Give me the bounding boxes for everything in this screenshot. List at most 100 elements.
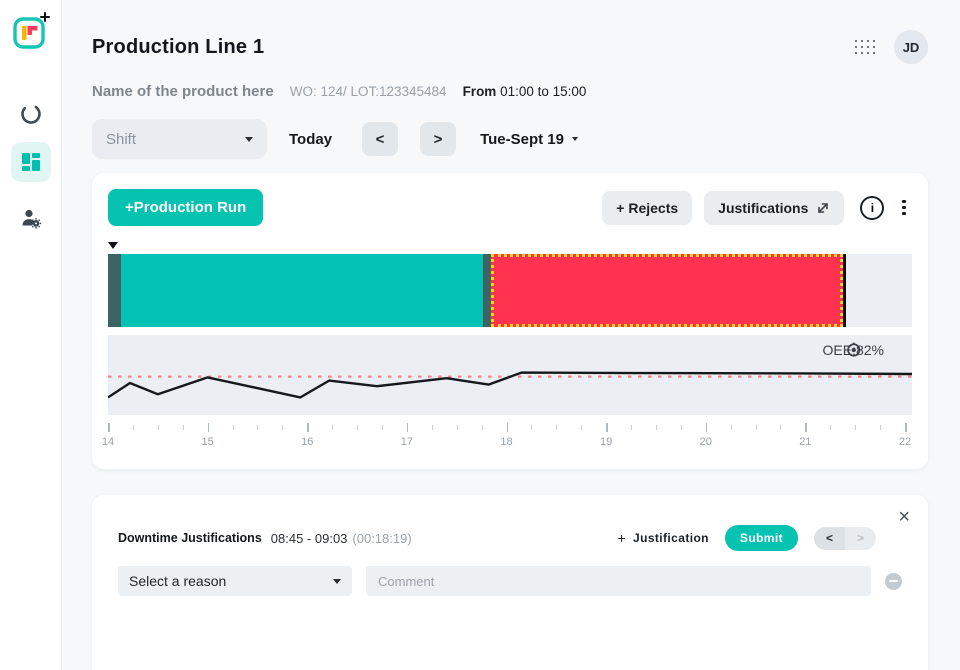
dashboard-icon	[21, 153, 40, 171]
axis-minor-tick	[282, 425, 284, 430]
add-production-run-button[interactable]: +Production Run	[108, 189, 264, 226]
axis-major-tick	[207, 423, 210, 432]
axis-tick-label: 22	[898, 436, 912, 448]
oee-series-line	[108, 373, 912, 398]
downtime-duration: (00:18:19)	[352, 530, 412, 546]
add-justification-button[interactable]: + Justification	[617, 530, 708, 546]
axis-major-tick	[108, 423, 110, 432]
comment-input[interactable]	[366, 566, 871, 596]
justifications-header: Downtime Justifications 08:45 - 09:03 (0…	[118, 525, 902, 551]
axis-tick-label: 21	[799, 436, 812, 448]
refresh-icon[interactable]	[11, 94, 51, 134]
axis-major-tick	[705, 423, 708, 432]
axis-major-tick	[905, 423, 907, 432]
axis-minor-tick	[880, 425, 882, 430]
axis-minor-tick	[755, 425, 757, 430]
timeline-segment-downtime-selected[interactable]	[490, 254, 844, 327]
shift-select-value: Shift	[106, 130, 137, 148]
chevron-down-icon	[245, 136, 253, 142]
justification-form-row: Select a reason	[118, 566, 902, 596]
production-chart-card: +Production Run + Rejects Justifications…	[92, 173, 928, 469]
downtime-time-range: 08:45 - 09:03	[270, 530, 348, 546]
axis-minor-tick	[830, 425, 832, 430]
add-justification-label: Justification	[633, 531, 709, 545]
axis-major-tick	[805, 423, 807, 432]
info-icon[interactable]: i	[860, 195, 885, 220]
axis-minor-tick	[357, 425, 359, 430]
axis-tick-label: 16	[301, 436, 314, 448]
axis-major-tick	[406, 423, 409, 432]
previous-day-button[interactable]: <	[362, 122, 399, 156]
justifications-button[interactable]: Justifications	[704, 190, 845, 225]
user-settings-icon[interactable]	[11, 198, 51, 238]
timeline-segment-changeover-start[interactable]	[108, 254, 122, 327]
target-icon	[846, 342, 860, 357]
sidebar-item-dashboard[interactable]	[10, 142, 51, 182]
next-day-button[interactable]: >	[420, 122, 457, 156]
subheader: Name of the product here WO: 124/ LOT:12…	[92, 83, 928, 100]
axis-minor-tick	[780, 425, 782, 430]
oee-line-chart: OEE:82%	[108, 335, 912, 415]
axis-minor-tick	[431, 425, 433, 430]
app-grid-icon[interactable]	[854, 39, 876, 55]
remove-row-icon[interactable]	[885, 572, 902, 590]
chevron-down-icon	[333, 578, 341, 584]
axis-tick-label: 18	[500, 436, 513, 448]
axis-tick-label: 17	[400, 436, 413, 448]
axis-tick-label: 15	[201, 436, 214, 448]
axis-minor-tick	[855, 425, 857, 430]
close-icon[interactable]: ×	[898, 506, 910, 528]
shift-time-range: From 01:00 to 15:00	[463, 84, 587, 99]
sidebar	[0, 0, 62, 670]
axis-minor-tick	[581, 425, 583, 430]
axis-minor-tick	[655, 425, 657, 430]
plus-icon: +	[617, 530, 627, 546]
date-select-value: Tue-Sept 19	[480, 130, 564, 148]
axis-minor-tick	[481, 425, 483, 430]
filter-bar: Shift Today < > Tue-Sept 19	[92, 119, 928, 159]
marker-row	[108, 238, 912, 254]
justification-pager: < >	[814, 526, 876, 550]
from-label: From	[462, 84, 497, 99]
time-range-value: 01:00 to 15:00	[500, 84, 587, 99]
pager-next-button[interactable]: >	[845, 526, 876, 550]
add-rejects-button[interactable]: + Rejects	[602, 190, 693, 225]
axis-minor-tick	[631, 425, 633, 430]
shift-select[interactable]: Shift	[92, 119, 267, 159]
work-order-lot: WO: 124/ LOT:123345484	[289, 84, 447, 99]
axis-minor-tick	[132, 425, 134, 430]
axis-tick-label: 19	[600, 436, 613, 448]
axis-minor-tick	[232, 425, 234, 430]
submit-button[interactable]: Submit	[724, 525, 798, 551]
axis-major-tick	[606, 423, 608, 432]
justifications-button-label: Justifications	[718, 199, 809, 216]
axis-minor-tick	[381, 425, 383, 430]
timeline-segment-changeover-mid[interactable]	[483, 254, 491, 327]
timeline-segment-production-run[interactable]	[121, 254, 484, 327]
expand-icon	[818, 202, 829, 213]
axis-minor-tick	[182, 425, 184, 430]
app-logo-icon	[11, 10, 51, 54]
axis-tick-label: 14	[101, 436, 115, 448]
date-select[interactable]: Tue-Sept 19	[480, 131, 578, 148]
axis-tick-label: 20	[699, 436, 712, 448]
chevron-down-icon	[571, 137, 578, 141]
axis-minor-tick	[556, 425, 558, 430]
pager-previous-button[interactable]: <	[814, 526, 845, 550]
main-content: Production Line 1 JD Name of the product…	[62, 0, 960, 670]
current-time-marker	[843, 254, 847, 327]
kebab-menu-icon[interactable]	[896, 196, 912, 220]
axis-major-tick	[307, 423, 309, 432]
run-start-marker-icon	[108, 242, 118, 249]
axis-minor-tick	[680, 425, 682, 430]
avatar[interactable]: JD	[894, 30, 928, 64]
oee-label: OEE:82%	[823, 342, 884, 358]
downtime-justifications-panel: × Downtime Justifications 08:45 - 09:03 …	[92, 495, 928, 670]
reason-select[interactable]: Select a reason	[118, 566, 352, 596]
axis-minor-tick	[730, 425, 732, 430]
reason-select-value: Select a reason	[129, 573, 227, 589]
timeline-track[interactable]	[108, 254, 912, 327]
today-button[interactable]: Today	[289, 130, 333, 148]
oee-line-svg	[108, 335, 912, 415]
hour-axis: 14 15 16 17 18 19 20 21 22	[102, 423, 912, 453]
